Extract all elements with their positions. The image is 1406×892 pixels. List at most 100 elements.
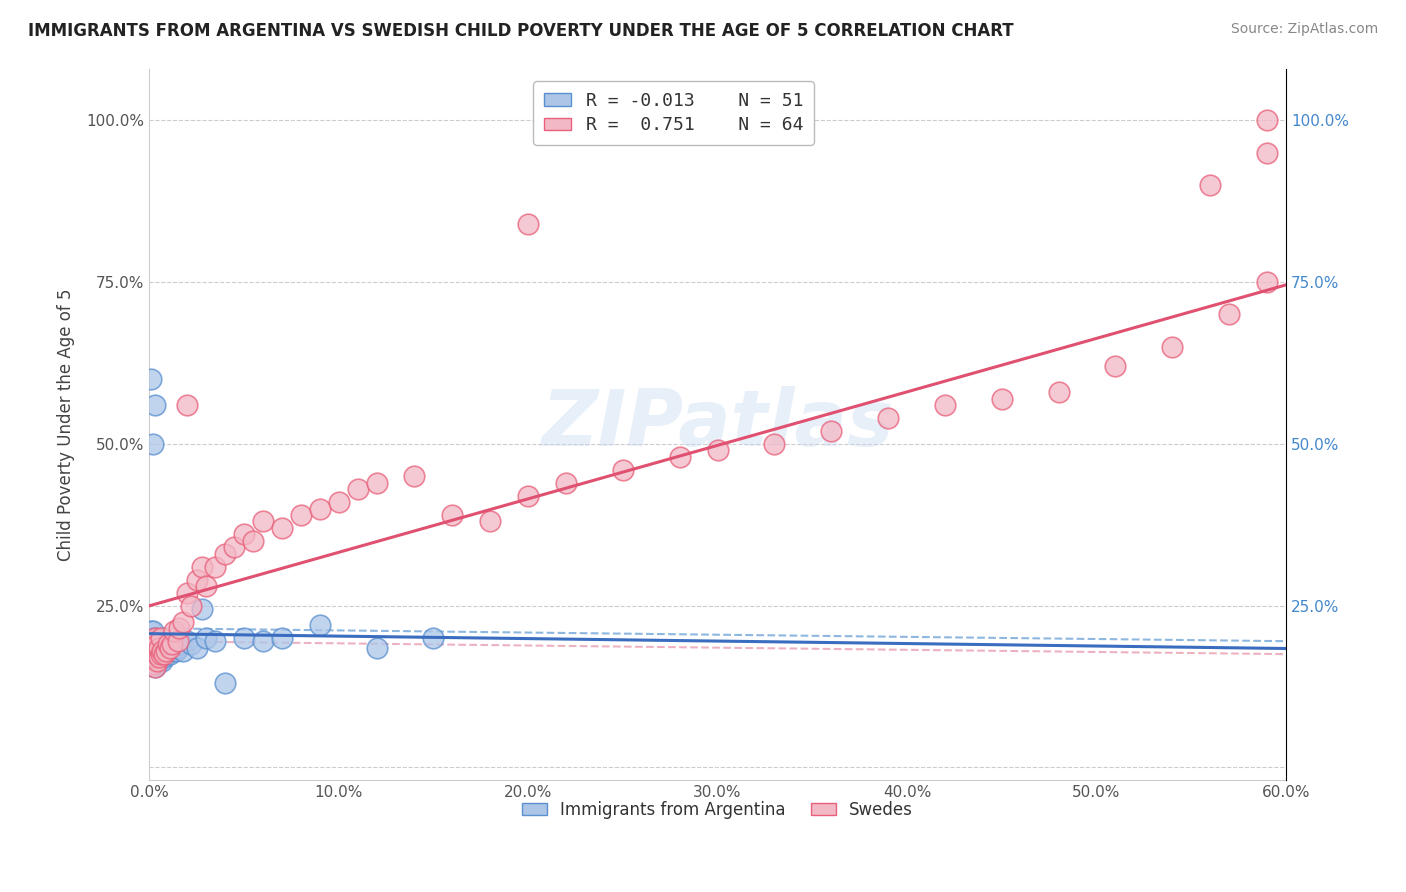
Point (191, 559, 214, 574)
Point (1047, 385, 1070, 400)
Point (820, 424, 842, 438)
Point (270, 631, 292, 645)
Point (308, 618, 330, 632)
Point (252, 515, 274, 529)
Point (290, 508, 312, 522)
Point (176, 634, 198, 648)
Point (148, 640, 170, 655)
Point (139, 650, 162, 665)
Point (706, 443, 728, 458)
Point (366, 640, 388, 655)
Point (149, 650, 172, 665)
Point (877, 411, 900, 425)
Point (169, 621, 191, 635)
Point (180, 599, 202, 613)
Point (149, 644, 172, 658)
Point (139, 647, 162, 661)
Point (145, 657, 167, 671)
Point (308, 501, 330, 516)
Point (142, 631, 165, 645)
Point (242, 533, 264, 548)
Point (143, 631, 166, 645)
Point (142, 634, 165, 648)
Point (366, 475, 388, 490)
Text: IMMIGRANTS FROM ARGENTINA VS SWEDISH CHILD POVERTY UNDER THE AGE OF 5 CORRELATIO: IMMIGRANTS FROM ARGENTINA VS SWEDISH CHI… (28, 22, 1014, 40)
Point (1199, 178, 1222, 192)
Point (232, 631, 254, 645)
Point (612, 463, 634, 477)
Point (139, 624, 162, 639)
Point (143, 660, 166, 674)
Point (143, 644, 166, 658)
Point (143, 650, 166, 665)
Point (990, 392, 1012, 406)
Point (186, 640, 208, 655)
Point (517, 217, 540, 231)
Point (159, 640, 181, 655)
Point (145, 647, 167, 661)
Point (142, 437, 165, 451)
Point (668, 450, 690, 464)
Point (149, 647, 172, 661)
Point (142, 624, 165, 639)
Point (155, 644, 177, 658)
Point (214, 676, 236, 690)
Point (143, 398, 166, 412)
Point (152, 644, 174, 658)
Legend: Immigrants from Argentina, Swedes: Immigrants from Argentina, Swedes (516, 794, 920, 825)
Point (517, 489, 540, 503)
Point (159, 647, 181, 661)
Point (152, 644, 174, 658)
Point (145, 654, 167, 668)
Point (252, 634, 274, 648)
Point (153, 650, 176, 665)
Point (139, 372, 162, 386)
Point (142, 640, 165, 655)
Point (172, 615, 194, 629)
Point (232, 527, 254, 541)
Point (186, 573, 208, 587)
Text: Source: ZipAtlas.com: Source: ZipAtlas.com (1230, 22, 1378, 37)
Point (145, 640, 167, 655)
Point (152, 654, 174, 668)
Point (1161, 340, 1184, 354)
Point (155, 647, 177, 661)
Point (143, 660, 166, 674)
Point (214, 547, 236, 561)
Point (176, 398, 198, 412)
Point (143, 637, 166, 651)
Point (172, 644, 194, 658)
Point (204, 634, 226, 648)
Point (170, 637, 193, 651)
Point (145, 647, 167, 661)
Point (195, 579, 218, 593)
Point (139, 640, 162, 655)
Point (934, 398, 956, 412)
Point (160, 644, 183, 658)
Point (1256, 145, 1278, 160)
Point (148, 647, 170, 661)
Point (195, 631, 218, 645)
Point (441, 508, 464, 522)
Point (404, 469, 426, 483)
Point (139, 634, 162, 648)
Point (166, 634, 188, 648)
Point (157, 644, 180, 658)
Point (143, 647, 166, 661)
Point (270, 521, 292, 535)
Point (139, 647, 162, 661)
Point (139, 631, 162, 645)
Point (224, 541, 246, 555)
Point (148, 640, 170, 655)
Point (142, 634, 165, 648)
Point (143, 631, 166, 645)
Point (142, 647, 165, 661)
Point (142, 644, 165, 658)
Point (142, 650, 165, 665)
Point (143, 650, 166, 665)
Point (145, 637, 167, 651)
Point (163, 640, 186, 655)
Point (763, 437, 786, 451)
Point (143, 644, 166, 658)
Text: ZIPatlas: ZIPatlas (541, 386, 894, 462)
